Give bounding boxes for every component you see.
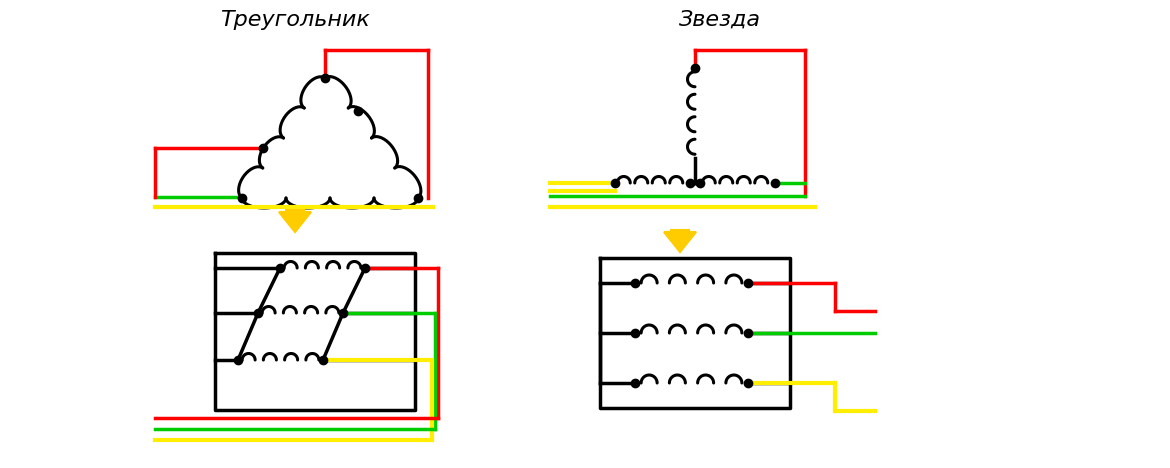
Text: Треугольник: Треугольник: [220, 10, 370, 30]
Text: Звезда: Звезда: [679, 10, 760, 30]
FancyArrow shape: [665, 230, 696, 252]
FancyArrow shape: [278, 210, 311, 232]
